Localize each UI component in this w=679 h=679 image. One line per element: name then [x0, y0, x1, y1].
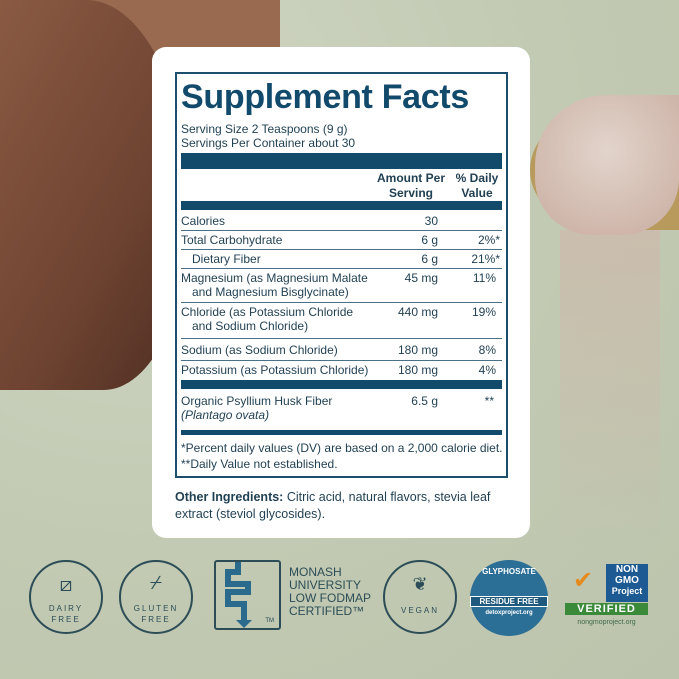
row-amount: 6.5 g: [411, 394, 438, 408]
badge-text: VEGAN: [400, 606, 439, 615]
powder-stream-image: [560, 230, 660, 550]
non-gmo-verified-badge: ✔ NON GMO Project VERIFIED nongmoproject…: [563, 564, 650, 630]
other-ingredients-text: Citric acid, natural flavors, stevia lea…: [175, 490, 491, 521]
footnote: **Daily Value not established.: [181, 457, 338, 471]
badge-text: GMO: [615, 575, 639, 586]
badge-text: VERIFIED: [565, 603, 648, 615]
glyphosate-residue-free-badge: GLYPHOSATE RESIDUE FREE detoxproject.org: [470, 560, 548, 636]
monash-line: MONASH: [289, 565, 342, 579]
row-name: Organic Psyllium Husk Fiber: [181, 394, 333, 408]
row-name: Magnesium (as Magnesium Malate: [181, 271, 368, 285]
monash-gut-icon: TM: [214, 560, 281, 630]
other-ingredients: Other Ingredients: Citric acid, natural …: [175, 489, 515, 523]
row-dv: 11%: [472, 271, 496, 285]
row-divider: [181, 268, 502, 269]
dairy-free-badge: ⧄ DAIRY FREE: [29, 560, 103, 634]
row-divider: [181, 230, 502, 231]
amount-header-line: Serving: [388, 186, 433, 200]
amount-header: Amount Per Serving: [375, 171, 447, 201]
dv-header-line: Value: [461, 186, 493, 200]
row-amount: 6 g: [421, 233, 438, 247]
badge-text: GLYPHOSATE: [482, 567, 536, 576]
divider-bar: [181, 380, 502, 389]
row-name: Dietary Fiber: [192, 252, 261, 266]
row-divider: [181, 338, 502, 339]
row-name: Total Carbohydrate: [181, 233, 283, 247]
row-dv: 8%: [478, 343, 496, 357]
row-divider: [181, 249, 502, 250]
row-name: Potassium (as Potassium Chloride): [181, 363, 369, 377]
monash-line: UNIVERSITY: [289, 578, 362, 592]
badge-text: FREE: [141, 615, 171, 624]
milk-carton-icon: ⧄: [59, 574, 73, 596]
amount-header-line: Amount Per: [376, 171, 445, 185]
certification-badges: ⧄ DAIRY FREE ⌿ GLUTEN FREE TM MONASH UNI…: [0, 560, 679, 640]
row-dv: 2%*: [477, 233, 500, 247]
row-amount: 45 mg: [404, 271, 438, 285]
other-ingredients-label: Other Ingredients:: [175, 490, 284, 504]
row-amount: 440 mg: [397, 305, 438, 319]
row-name-cont: and Sodium Chloride): [192, 319, 309, 333]
row-divider: [181, 302, 502, 303]
powder-image: [535, 95, 679, 235]
row-name-cont: (Plantago ovata): [181, 408, 270, 422]
divider-bar: [181, 153, 502, 169]
row-amount: 180 mg: [397, 343, 438, 357]
serving-size: Serving Size 2 Teaspoons (9 g): [181, 122, 348, 136]
row-name: Sodium (as Sodium Chloride): [181, 343, 338, 357]
badge-text: RESIDUE FREE: [470, 596, 548, 607]
badge-text: Project: [611, 586, 643, 596]
row-name: Calories: [181, 214, 226, 228]
gluten-free-badge: ⌿ GLUTEN FREE: [119, 560, 193, 634]
vegan-badge: ❦ VEGAN: [383, 560, 457, 634]
row-dv: 19%: [471, 305, 496, 319]
latin-name: Plantago ovata: [185, 408, 266, 422]
dv-header-line: % Daily: [455, 171, 499, 185]
badge-text: DAIRY: [48, 604, 84, 613]
monash-text: MONASH UNIVERSITY LOW FODMAP CERTIFIED™: [289, 566, 371, 618]
badge-text: GLUTEN: [133, 604, 179, 613]
servings-per-container: Servings Per Container about 30: [181, 136, 356, 150]
row-amount: 30: [424, 214, 438, 228]
badge-text: FREE: [51, 615, 81, 624]
monash-line: CERTIFIED™: [289, 604, 365, 618]
row-amount: 180 mg: [397, 363, 438, 377]
row-name-cont: and Magnesium Bisglycinate): [192, 285, 349, 299]
row-dv: 21%*: [471, 252, 500, 266]
divider-bar: [181, 430, 502, 435]
wheat-icon: ⌿: [150, 572, 162, 594]
badge-text: nongmoproject.org: [577, 619, 636, 626]
dv-header: % Daily Value: [451, 171, 503, 201]
badge-text: NON: [615, 564, 639, 575]
non-gmo-box: NON GMO Project: [606, 564, 648, 602]
panel-title: Supplement Facts: [181, 78, 470, 116]
row-amount: 6 g: [421, 252, 438, 266]
divider-bar: [181, 201, 502, 210]
trademark: TM: [265, 618, 274, 624]
row-divider: [181, 360, 502, 361]
leaf-icon: ❦: [412, 574, 428, 594]
badge-text: detoxproject.org: [485, 610, 533, 616]
butterfly-icon: ✔: [572, 567, 594, 594]
supplement-card: Supplement Facts Serving Size 2 Teaspoon…: [152, 47, 530, 538]
row-dv: 4%: [478, 363, 496, 377]
monash-line: LOW FODMAP: [289, 591, 372, 605]
footnote: *Percent daily values (DV) are based on …: [181, 441, 503, 455]
row-dv: **: [484, 394, 494, 408]
supplement-facts-panel: Supplement Facts Serving Size 2 Teaspoon…: [175, 72, 508, 478]
row-name: Chloride (as Potassium Chloride: [181, 305, 354, 319]
